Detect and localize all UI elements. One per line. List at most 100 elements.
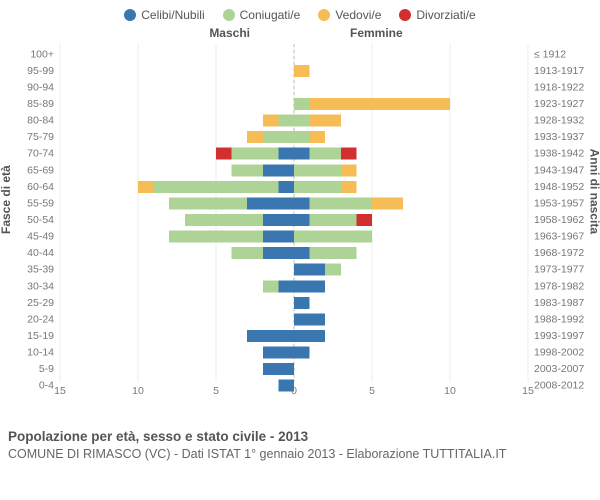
bar-male xyxy=(138,181,154,193)
svg-text:1933-1937: 1933-1937 xyxy=(534,131,584,143)
svg-text:1988-1992: 1988-1992 xyxy=(534,313,584,325)
header-male: Maschi xyxy=(40,26,300,40)
svg-text:15: 15 xyxy=(54,385,66,397)
bar-male xyxy=(185,214,263,226)
bar-female xyxy=(310,247,357,259)
bar-female xyxy=(294,197,310,209)
legend: Celibi/NubiliConiugati/eVedovi/eDivorzia… xyxy=(0,0,600,26)
bar-female xyxy=(341,181,357,193)
svg-text:1928-1932: 1928-1932 xyxy=(534,115,584,127)
legend-label: Divorziati/e xyxy=(416,8,475,22)
svg-text:15-19: 15-19 xyxy=(27,330,54,342)
svg-text:1968-1972: 1968-1972 xyxy=(534,247,584,259)
bar-female xyxy=(294,280,325,292)
svg-text:1983-1987: 1983-1987 xyxy=(534,297,584,309)
bar-female xyxy=(294,65,310,77)
svg-text:1938-1942: 1938-1942 xyxy=(534,148,584,160)
svg-text:60-64: 60-64 xyxy=(27,181,54,193)
bar-male xyxy=(263,231,294,243)
bar-male xyxy=(216,148,232,160)
svg-text:20-24: 20-24 xyxy=(27,313,54,325)
bar-female xyxy=(294,347,310,359)
svg-text:100+: 100+ xyxy=(30,48,54,60)
bar-female xyxy=(310,197,372,209)
bar-male xyxy=(154,181,279,193)
bar-male xyxy=(169,231,263,243)
bar-female xyxy=(294,231,372,243)
svg-text:85-89: 85-89 xyxy=(27,98,54,110)
bar-female xyxy=(294,164,341,176)
svg-text:10-14: 10-14 xyxy=(27,347,54,359)
bar-male xyxy=(247,131,263,143)
svg-text:95-99: 95-99 xyxy=(27,65,54,77)
bar-female xyxy=(310,214,357,226)
legend-label: Vedovi/e xyxy=(335,8,381,22)
legend-label: Coniugati/e xyxy=(240,8,301,22)
svg-text:1958-1962: 1958-1962 xyxy=(534,214,584,226)
bar-male xyxy=(263,164,294,176)
bar-male xyxy=(278,148,294,160)
svg-text:35-39: 35-39 xyxy=(27,264,54,276)
header-female: Femmine xyxy=(300,26,560,40)
bar-female xyxy=(294,131,310,143)
legend-item: Divorziati/e xyxy=(399,8,475,22)
bar-female xyxy=(310,131,326,143)
bar-male xyxy=(232,148,279,160)
legend-swatch xyxy=(318,9,330,21)
chart-title: Popolazione per età, sesso e stato civil… xyxy=(8,428,600,446)
svg-text:75-79: 75-79 xyxy=(27,131,54,143)
bar-male xyxy=(263,363,294,375)
svg-text:1913-1917: 1913-1917 xyxy=(534,65,584,77)
bar-male xyxy=(278,280,294,292)
legend-swatch xyxy=(124,9,136,21)
footer: Popolazione per età, sesso e stato civil… xyxy=(0,424,600,463)
bar-female xyxy=(294,313,325,325)
bar-male xyxy=(263,131,294,143)
legend-swatch xyxy=(399,9,411,21)
svg-text:45-49: 45-49 xyxy=(27,231,54,243)
svg-text:65-69: 65-69 xyxy=(27,164,54,176)
svg-text:90-94: 90-94 xyxy=(27,81,54,93)
bar-male xyxy=(247,197,294,209)
svg-text:1973-1977: 1973-1977 xyxy=(534,264,584,276)
svg-text:5-9: 5-9 xyxy=(39,363,54,375)
svg-text:30-34: 30-34 xyxy=(27,280,54,292)
svg-text:1953-1957: 1953-1957 xyxy=(534,197,584,209)
svg-text:70-74: 70-74 xyxy=(27,148,54,160)
bar-male xyxy=(247,330,294,342)
bar-female xyxy=(310,148,341,160)
svg-text:10: 10 xyxy=(132,385,144,397)
chart-subtitle: COMUNE DI RIMASCO (VC) - Dati ISTAT 1° g… xyxy=(8,446,600,463)
bar-female xyxy=(310,115,341,127)
svg-text:≤ 1912: ≤ 1912 xyxy=(534,48,566,60)
y-axis-right-title: Anni di nascita xyxy=(587,149,600,234)
svg-text:0-4: 0-4 xyxy=(39,380,54,392)
svg-text:2003-2007: 2003-2007 xyxy=(534,363,584,375)
svg-text:1978-1982: 1978-1982 xyxy=(534,280,584,292)
bar-male xyxy=(278,115,294,127)
svg-text:50-54: 50-54 xyxy=(27,214,54,226)
bar-female xyxy=(294,330,325,342)
bar-male xyxy=(169,197,247,209)
bar-female xyxy=(341,148,357,160)
y-axis-left-title: Fasce di età xyxy=(0,165,13,234)
bar-male xyxy=(232,247,263,259)
svg-text:5: 5 xyxy=(213,385,219,397)
legend-item: Coniugati/e xyxy=(223,8,301,22)
svg-text:10: 10 xyxy=(444,385,456,397)
svg-text:25-29: 25-29 xyxy=(27,297,54,309)
bar-female xyxy=(294,214,310,226)
bar-male xyxy=(263,347,294,359)
bar-female xyxy=(294,247,310,259)
svg-text:1963-1967: 1963-1967 xyxy=(534,231,584,243)
svg-text:40-44: 40-44 xyxy=(27,247,54,259)
svg-text:55-59: 55-59 xyxy=(27,197,54,209)
bar-male xyxy=(278,181,294,193)
bar-male xyxy=(232,164,263,176)
bar-female xyxy=(294,297,310,309)
legend-swatch xyxy=(223,9,235,21)
svg-text:5: 5 xyxy=(369,385,375,397)
svg-text:2008-2012: 2008-2012 xyxy=(534,380,584,392)
svg-text:1998-2002: 1998-2002 xyxy=(534,347,584,359)
bar-male xyxy=(263,214,294,226)
